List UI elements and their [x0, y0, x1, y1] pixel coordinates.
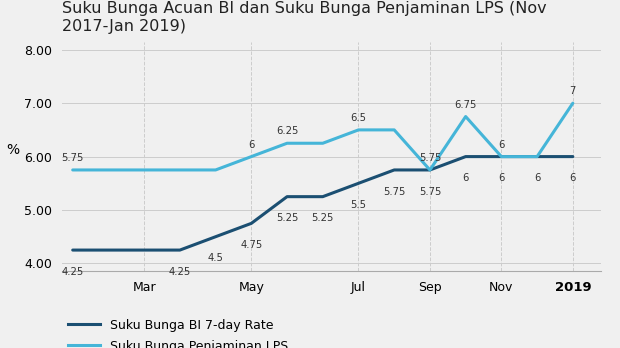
- Text: 6.25: 6.25: [276, 126, 298, 136]
- Text: 6: 6: [498, 140, 505, 150]
- Text: 6: 6: [534, 173, 540, 183]
- Text: 7: 7: [570, 86, 576, 96]
- Text: Suku Bunga Acuan BI dan Suku Bunga Penjaminan LPS (Nov
2017-Jan 2019): Suku Bunga Acuan BI dan Suku Bunga Penja…: [62, 1, 547, 34]
- Text: 6: 6: [570, 173, 576, 183]
- Text: 4.5: 4.5: [208, 253, 224, 263]
- Text: 5.75: 5.75: [418, 187, 441, 197]
- Text: 6.75: 6.75: [454, 100, 477, 110]
- Text: 5.75: 5.75: [61, 153, 84, 163]
- Text: 5.25: 5.25: [276, 213, 298, 223]
- Text: 5.25: 5.25: [312, 213, 334, 223]
- Y-axis label: %: %: [7, 143, 20, 157]
- Text: 6: 6: [463, 173, 469, 183]
- Text: 5.75: 5.75: [418, 153, 441, 163]
- Text: 6: 6: [248, 140, 255, 150]
- Text: 6.5: 6.5: [350, 113, 366, 123]
- Text: 4.75: 4.75: [240, 240, 262, 250]
- Text: 5.75: 5.75: [383, 187, 405, 197]
- Legend: Suku Bunga BI 7-day Rate, Suku Bunga Penjaminan LPS: Suku Bunga BI 7-day Rate, Suku Bunga Pen…: [68, 319, 288, 348]
- Text: 4.25: 4.25: [61, 267, 84, 277]
- Text: 5.5: 5.5: [350, 200, 366, 210]
- Text: 4.25: 4.25: [169, 267, 191, 277]
- Text: 6: 6: [498, 173, 505, 183]
